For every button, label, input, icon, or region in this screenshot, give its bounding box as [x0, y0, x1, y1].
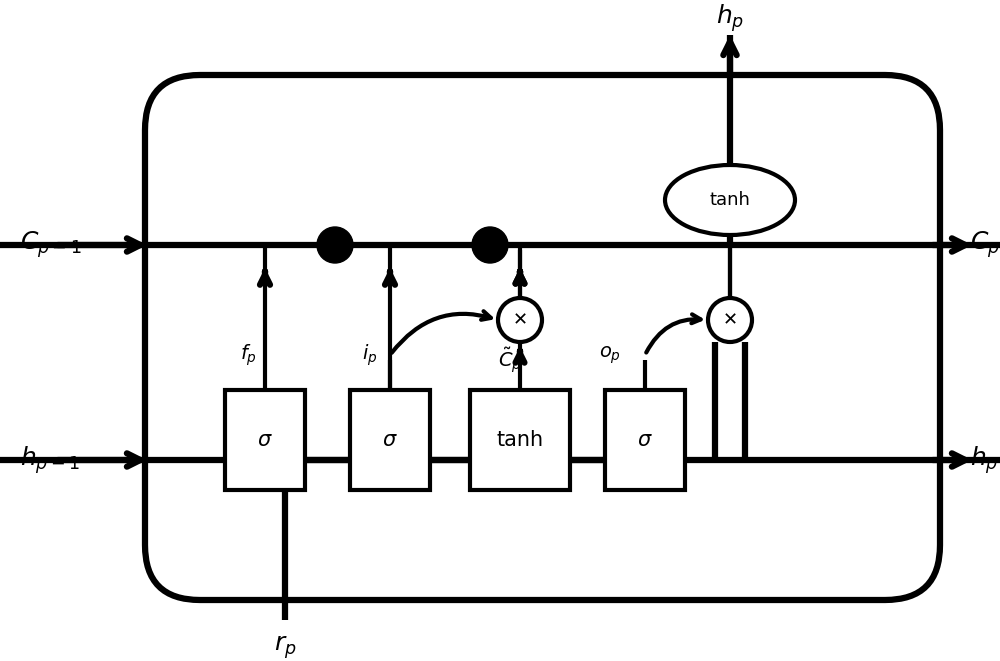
Circle shape — [498, 298, 542, 342]
Text: tanh: tanh — [496, 430, 544, 450]
Bar — [350, 390, 430, 490]
Circle shape — [708, 298, 752, 342]
Text: $h_{p-1}$: $h_{p-1}$ — [20, 444, 80, 476]
Circle shape — [472, 227, 508, 263]
Text: $\sigma$: $\sigma$ — [637, 430, 653, 450]
Text: $f_p$: $f_p$ — [240, 342, 256, 368]
Text: $\sigma$: $\sigma$ — [257, 430, 273, 450]
FancyBboxPatch shape — [145, 75, 940, 600]
Text: $\tilde{C}_p$: $\tilde{C}_p$ — [498, 345, 522, 375]
Text: ✕: ✕ — [512, 311, 528, 329]
Text: $i_p$: $i_p$ — [362, 342, 378, 368]
Text: $h_p$: $h_p$ — [970, 444, 998, 476]
Ellipse shape — [665, 165, 795, 235]
Text: $h_p$: $h_p$ — [716, 2, 744, 34]
Text: $C_p$: $C_p$ — [970, 229, 1000, 260]
Bar — [225, 390, 305, 490]
Text: $r_p$: $r_p$ — [274, 635, 296, 661]
Text: tanh: tanh — [710, 191, 750, 209]
Text: $o_p$: $o_p$ — [599, 344, 621, 366]
Bar — [605, 390, 685, 490]
Text: $C_{p-1}$: $C_{p-1}$ — [20, 229, 82, 260]
Circle shape — [317, 227, 353, 263]
Text: $\sigma$: $\sigma$ — [382, 430, 398, 450]
Bar — [470, 390, 570, 490]
Text: ✕: ✕ — [722, 311, 738, 329]
